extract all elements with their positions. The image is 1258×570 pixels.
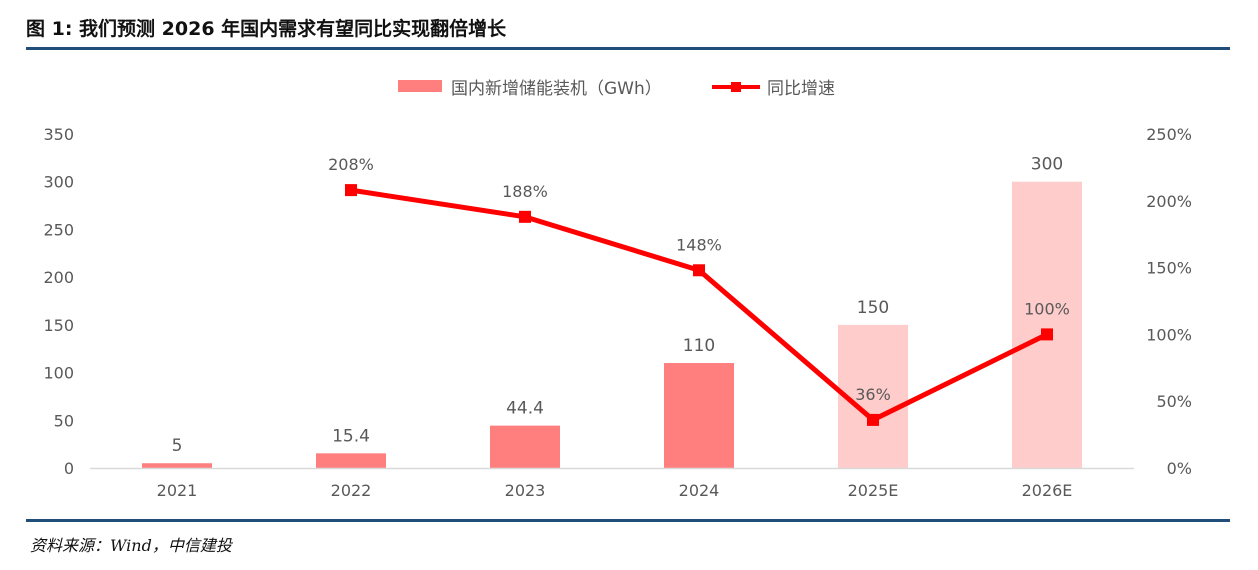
left-tick-label: 250 bbox=[43, 220, 74, 239]
source-note: 资料来源：Wind，中信建投 bbox=[30, 536, 232, 555]
growth-data-label: 208% bbox=[328, 155, 374, 174]
bar-data-label: 44.4 bbox=[506, 399, 544, 419]
x-tick-label: 2022 bbox=[331, 481, 372, 500]
bar-data-label: 110 bbox=[683, 336, 715, 356]
legend: 国内新增储能装机（GWh） 同比增速 bbox=[398, 79, 835, 99]
bar-labels: 5 15.4 44.4 110 150 300 bbox=[172, 155, 1064, 457]
growth-data-label: 148% bbox=[676, 235, 722, 254]
bar-data-label: 300 bbox=[1031, 155, 1063, 175]
growth-point bbox=[693, 264, 705, 277]
growth-point bbox=[1041, 328, 1053, 341]
right-tick-label: 0% bbox=[1167, 459, 1192, 478]
x-axis: 2021 2022 2023 2024 2025E 2026E bbox=[90, 467, 1134, 500]
bar-data-label: 15.4 bbox=[332, 426, 370, 446]
legend-bar-swatch bbox=[398, 80, 442, 92]
right-tick-label: 200% bbox=[1146, 192, 1192, 211]
left-tick-label: 100 bbox=[43, 364, 74, 383]
right-tick-label: 50% bbox=[1156, 392, 1192, 411]
legend-line-marker bbox=[731, 82, 741, 92]
left-tick-label: 350 bbox=[43, 125, 74, 144]
growth-point bbox=[519, 210, 531, 223]
left-tick-label: 200 bbox=[43, 268, 74, 287]
bar bbox=[664, 363, 734, 468]
left-axis: 0 50 100 150 200 250 300 350 bbox=[43, 125, 74, 478]
title-rule bbox=[26, 47, 1230, 50]
left-tick-label: 50 bbox=[54, 411, 74, 430]
bar bbox=[1012, 181, 1082, 468]
page-title: 图 1: 我们预测 2026 年国内需求有望同比实现翻倍增长 bbox=[26, 18, 507, 40]
bar bbox=[838, 324, 908, 468]
left-tick-label: 0 bbox=[64, 459, 74, 478]
x-tick-label: 2023 bbox=[505, 481, 546, 500]
right-tick-label: 250% bbox=[1146, 125, 1192, 144]
left-tick-label: 150 bbox=[43, 316, 74, 335]
right-tick-label: 100% bbox=[1146, 325, 1192, 344]
x-tick-label: 2025E bbox=[848, 481, 899, 500]
chart: 国内新增储能装机（GWh） 同比增速 050100150200250300350 … bbox=[43, 79, 1192, 500]
growth-point bbox=[867, 413, 879, 426]
x-tick-label: 2026E bbox=[1022, 481, 1073, 500]
right-axis: 0% 50% 100% 150% 200% 250% bbox=[1146, 125, 1192, 478]
x-tick-label: 2024 bbox=[679, 481, 720, 500]
bar-data-label: 150 bbox=[857, 298, 889, 318]
bar-data-label: 5 bbox=[172, 436, 183, 456]
source-rule bbox=[26, 519, 1230, 522]
right-tick-label: 150% bbox=[1146, 259, 1192, 278]
growth-data-label: 100% bbox=[1024, 299, 1070, 318]
x-tick-label: 2021 bbox=[157, 481, 198, 500]
growth-point bbox=[345, 184, 357, 197]
legend-line-label: 同比增速 bbox=[767, 79, 835, 99]
growth-data-label: 188% bbox=[502, 182, 548, 201]
line-series bbox=[345, 184, 1053, 426]
left-tick-label: 300 bbox=[43, 173, 74, 192]
legend-bar-label: 国内新增储能装机（GWh） bbox=[451, 79, 662, 99]
bar-series bbox=[142, 181, 1082, 468]
line-labels: 208% 188% 148% 36% 100% bbox=[328, 155, 1070, 404]
bar bbox=[142, 463, 212, 468]
bar bbox=[490, 425, 560, 468]
bar bbox=[316, 453, 386, 468]
growth-data-label: 36% bbox=[855, 385, 891, 404]
